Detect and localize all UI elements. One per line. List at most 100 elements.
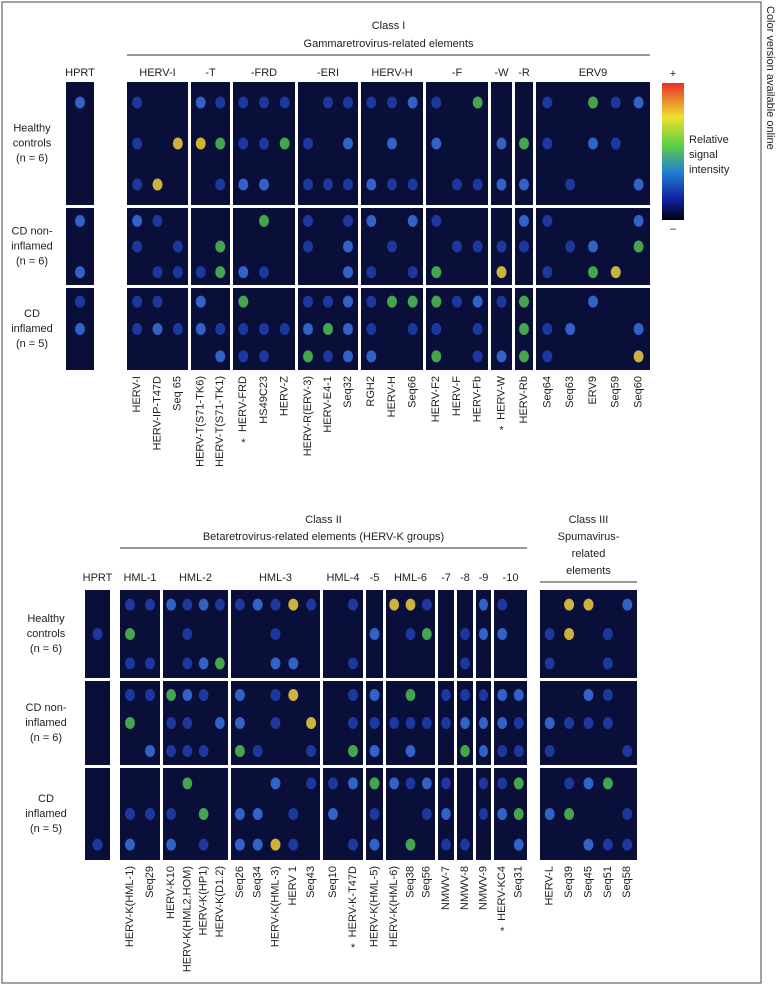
spot xyxy=(259,266,269,279)
spot xyxy=(564,717,575,729)
spot xyxy=(279,96,290,109)
spot xyxy=(519,240,529,253)
spot xyxy=(288,689,299,701)
spot xyxy=(513,808,524,820)
spot xyxy=(519,214,529,227)
column-label: HERV-KC4 xyxy=(496,866,508,921)
spot xyxy=(407,266,418,279)
spot xyxy=(125,628,135,640)
column-label: HERV-F xyxy=(451,376,463,416)
spot xyxy=(588,137,598,150)
spot xyxy=(288,808,299,820)
spot xyxy=(348,598,358,611)
column-label: Seq 65 xyxy=(172,376,184,411)
legend-label: signal xyxy=(689,149,718,161)
spot xyxy=(544,657,555,670)
spot xyxy=(306,717,317,729)
spot xyxy=(145,657,155,670)
spot xyxy=(166,808,176,820)
row-label: CD xyxy=(24,308,40,320)
blot xyxy=(491,288,512,370)
group-label: -10 xyxy=(503,572,519,584)
group-label: -T xyxy=(205,67,216,79)
column-label: HERV-FRD xyxy=(237,376,249,432)
spot xyxy=(633,96,644,109)
class-title: Class II xyxy=(305,514,342,526)
spot xyxy=(132,295,143,308)
column-label: ERV9 xyxy=(587,376,599,405)
class-title: Class III xyxy=(569,514,609,526)
spot xyxy=(389,717,400,729)
spot xyxy=(588,266,598,279)
spot xyxy=(198,689,209,701)
spot xyxy=(387,240,397,253)
group-label: -R xyxy=(518,67,530,79)
column-label: HERV-K(D1.2) xyxy=(214,866,226,937)
spot xyxy=(407,323,418,335)
spot xyxy=(519,350,529,363)
class-title: Spumavirus- xyxy=(558,531,620,543)
spot xyxy=(132,240,143,253)
spot xyxy=(405,717,416,729)
spot xyxy=(215,178,226,191)
spot xyxy=(182,777,193,790)
spot xyxy=(622,745,633,757)
column-label: NMWV-8 xyxy=(459,866,471,910)
column-label: HERV-H xyxy=(386,376,398,417)
spot xyxy=(472,96,483,109)
spot xyxy=(132,96,143,109)
spot xyxy=(405,598,416,611)
group-label: -W xyxy=(494,67,509,79)
spot xyxy=(431,266,442,279)
spot xyxy=(215,323,226,335)
group-label: -9 xyxy=(479,572,489,584)
spot xyxy=(270,628,281,640)
spot xyxy=(460,838,470,851)
legend-plus: + xyxy=(670,68,676,80)
spot xyxy=(369,745,380,757)
spot xyxy=(323,96,333,109)
row-label: inflamed xyxy=(25,717,67,729)
spot xyxy=(542,350,553,363)
spot xyxy=(369,838,380,851)
spot xyxy=(198,745,209,757)
spot xyxy=(633,178,644,191)
spot xyxy=(259,96,269,109)
spot xyxy=(472,295,483,308)
column-label: HERV 1 xyxy=(287,866,299,906)
spot xyxy=(421,717,432,729)
spot xyxy=(610,96,621,109)
spot xyxy=(588,295,598,308)
spot xyxy=(542,96,553,109)
spot xyxy=(306,598,317,611)
spot xyxy=(252,745,263,757)
spot xyxy=(323,178,333,191)
row-label: inflamed xyxy=(25,808,67,820)
spot xyxy=(421,777,432,790)
row-label: (n = 6) xyxy=(16,152,48,164)
star-mark: * xyxy=(499,425,504,437)
spot xyxy=(366,323,377,335)
spot xyxy=(125,598,135,611)
spot xyxy=(564,808,575,820)
spot xyxy=(198,657,209,670)
spot xyxy=(323,295,333,308)
spot xyxy=(215,137,226,150)
spot xyxy=(583,598,594,611)
spot xyxy=(431,295,442,308)
column-label: HERV-K10 xyxy=(165,866,177,919)
spot xyxy=(259,137,269,150)
group-label: ERV9 xyxy=(579,67,608,79)
spot xyxy=(544,717,555,729)
column-label: Seq60 xyxy=(633,376,645,408)
spot xyxy=(441,777,451,790)
spot xyxy=(238,266,249,279)
spot xyxy=(407,214,418,227)
spot xyxy=(348,657,358,670)
class-title: elements xyxy=(566,565,611,577)
group-label: HML-4 xyxy=(326,572,359,584)
column-label: HERV-L xyxy=(544,866,556,906)
spot xyxy=(182,717,193,729)
spot xyxy=(259,178,269,191)
